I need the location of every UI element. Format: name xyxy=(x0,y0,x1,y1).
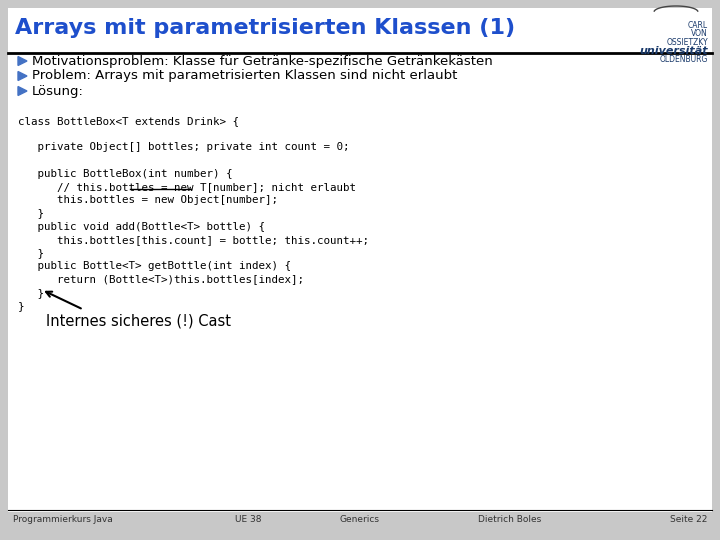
Text: Generics: Generics xyxy=(340,516,380,524)
Text: Dietrich Boles: Dietrich Boles xyxy=(478,516,541,524)
Text: public Bottle<T> getBottle(int index) {: public Bottle<T> getBottle(int index) { xyxy=(18,261,291,271)
Text: }: } xyxy=(18,248,44,258)
Text: Seite 22: Seite 22 xyxy=(670,516,707,524)
Text: // this.bottles = new T[number]; nicht erlaubt: // this.bottles = new T[number]; nicht e… xyxy=(18,182,356,192)
Text: class BottleBox<T extends Drink> {: class BottleBox<T extends Drink> { xyxy=(18,116,239,126)
Polygon shape xyxy=(18,86,27,96)
Text: }: } xyxy=(18,288,44,298)
Text: Problem: Arrays mit parametrisierten Klassen sind nicht erlaubt: Problem: Arrays mit parametrisierten Kla… xyxy=(32,70,457,83)
Polygon shape xyxy=(18,57,27,65)
Text: return (Bottle<T>)this.bottles[index];: return (Bottle<T>)this.bottles[index]; xyxy=(18,274,304,285)
Text: this.bottles = new Object[number];: this.bottles = new Object[number]; xyxy=(18,195,278,205)
Text: universität: universität xyxy=(639,46,708,57)
Text: Arrays mit parametrisierten Klassen (1): Arrays mit parametrisierten Klassen (1) xyxy=(15,18,515,38)
Text: }: } xyxy=(18,301,24,311)
Text: Internes sicheres (!) Cast: Internes sicheres (!) Cast xyxy=(46,314,231,329)
Text: }: } xyxy=(18,208,44,218)
Text: private Object[] bottles; private int count = 0;: private Object[] bottles; private int co… xyxy=(18,143,349,152)
Text: this.bottles[this.count] = bottle; this.count++;: this.bottles[this.count] = bottle; this.… xyxy=(18,235,369,245)
Text: Motivationsproblem: Klasse für Getränke-spezifische Getränkekästen: Motivationsproblem: Klasse für Getränke-… xyxy=(32,55,492,68)
Text: CARL: CARL xyxy=(688,21,708,30)
Text: Lösung:: Lösung: xyxy=(32,84,84,98)
Text: Programmierkurs Java: Programmierkurs Java xyxy=(13,516,113,524)
Text: public BottleBox(int number) {: public BottleBox(int number) { xyxy=(18,169,233,179)
Text: OSSIETZKY: OSSIETZKY xyxy=(667,38,708,47)
Text: OLDENBURG: OLDENBURG xyxy=(660,55,708,64)
Text: public void add(Bottle<T> bottle) {: public void add(Bottle<T> bottle) { xyxy=(18,221,265,232)
Text: VON: VON xyxy=(691,30,708,38)
Text: UE 38: UE 38 xyxy=(235,516,261,524)
Polygon shape xyxy=(18,71,27,80)
